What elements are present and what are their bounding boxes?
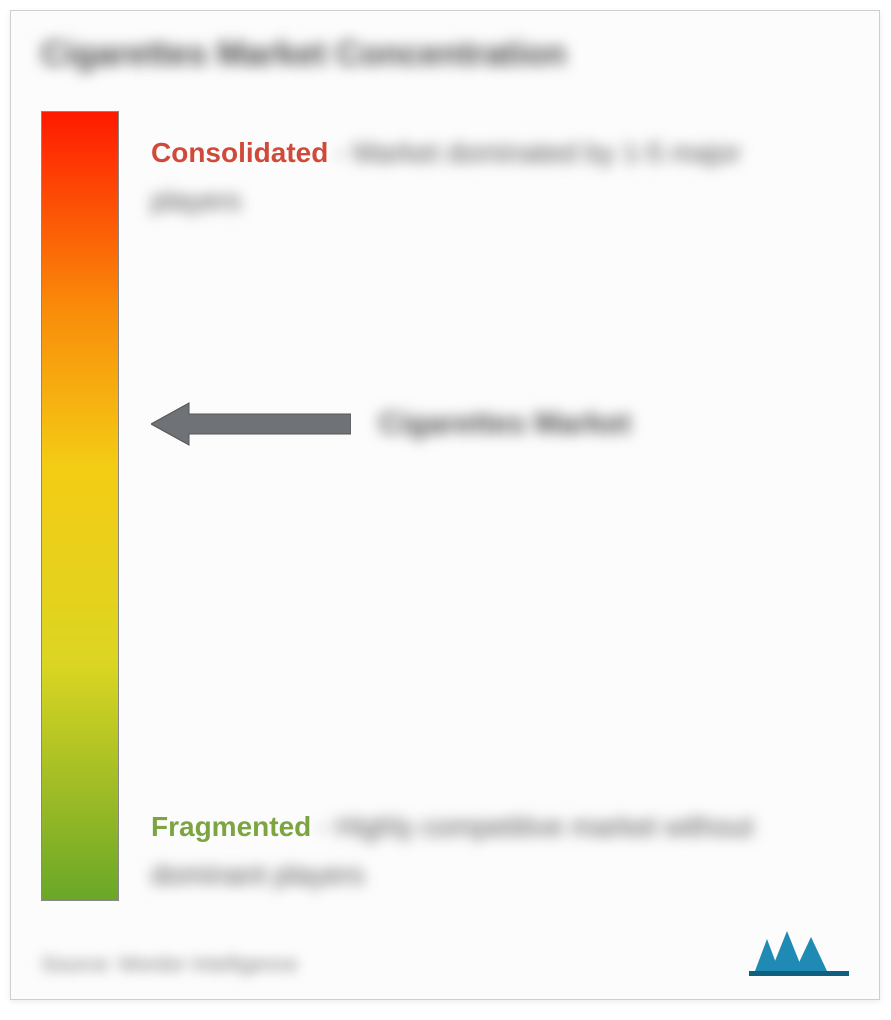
labels-area: Consolidated - Market dominated by 1-5 m…: [151, 111, 831, 901]
concentration-gradient-bar: [41, 111, 119, 901]
arrow-left-icon: [151, 399, 351, 449]
gradient-svg: [42, 112, 118, 900]
logo-icon: [749, 931, 849, 979]
fragmented-key: Fragmented: [151, 811, 311, 842]
marker-row: Cigarettes Market: [151, 399, 631, 449]
consolidated-key: Consolidated: [151, 137, 328, 168]
diagram-container: Cigarettes Market Concentration Consolid…: [10, 10, 880, 1000]
source-text: Source: Mordor Intelligence: [41, 953, 298, 977]
marker-label: Cigarettes Market: [379, 407, 631, 441]
consolidated-label: Consolidated - Market dominated by 1-5 m…: [151, 129, 831, 225]
fragmented-label: Fragmented - Highly competitive market w…: [151, 803, 831, 899]
brand-logo: [749, 931, 849, 979]
page-title: Cigarettes Market Concentration: [41, 35, 566, 74]
